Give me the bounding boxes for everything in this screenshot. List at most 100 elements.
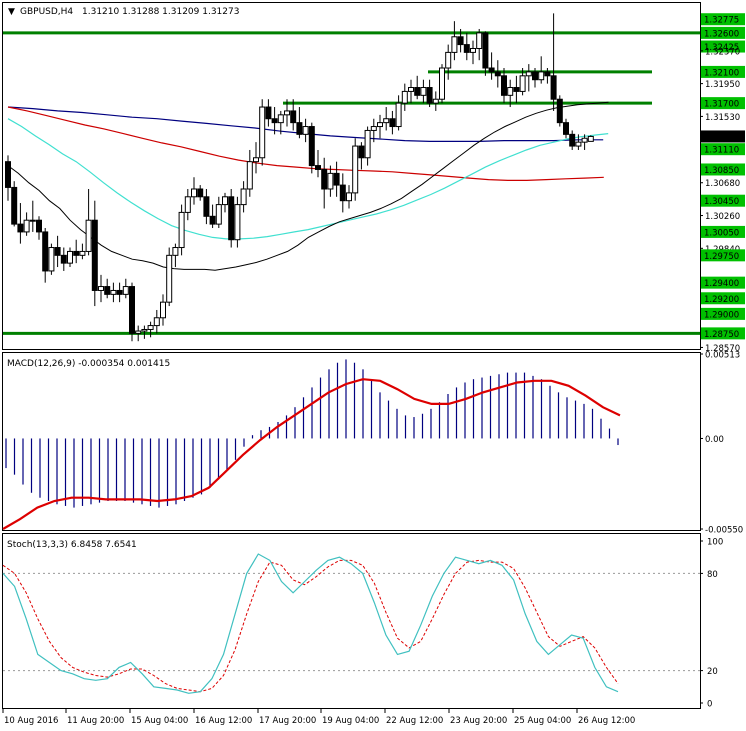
current-price-tag [701, 130, 745, 143]
candle-body [439, 67, 445, 100]
candle-body [445, 51, 452, 69]
level-price-tag [701, 163, 745, 176]
candle-body [228, 196, 235, 241]
candle-body [482, 32, 489, 69]
candle-body [104, 286, 111, 295]
candle-body [315, 165, 321, 170]
stoch-tick-label: 20 [707, 667, 718, 677]
time-axis: 10 Aug 2016 11 Aug 20:00 15 Aug 04:00 16 Au… [2, 709, 635, 726]
stoch-signal-line [2, 559, 619, 693]
macd-label: MACD(12,26,9) -0.000354 0.001415 [7, 359, 170, 369]
price-tick-label: 1.31530 [705, 113, 740, 123]
candle-body [184, 196, 191, 213]
macd-tick-label: -0.00550 [705, 526, 743, 536]
stoch-tick-label: 80 [707, 570, 718, 580]
time-tick-label: 25 Aug 04:00 [514, 716, 571, 726]
candle-body [253, 157, 259, 163]
candle-body [563, 122, 569, 135]
candle-body [414, 87, 421, 96]
symbol-timeframe-label: GBPUSD,H4 [20, 7, 73, 17]
candle-body [364, 129, 371, 159]
level-price-label: 1.30450 [704, 197, 739, 207]
level-price-label: 1.28750 [704, 330, 739, 340]
candle-body [29, 219, 36, 222]
level-price-tag [701, 327, 745, 340]
candle-body [48, 247, 55, 272]
candle-body [135, 330, 142, 334]
level-price-tag [701, 143, 745, 156]
candle-body [172, 247, 179, 256]
level-price-tag [701, 13, 745, 26]
candle-body [98, 286, 104, 291]
candle-body [532, 71, 538, 81]
time-tick-label: 15 Aug 04:00 [131, 716, 188, 726]
level-price-tag [701, 276, 745, 289]
candle-body [215, 204, 222, 225]
ohlc-readout: 1.31210 1.31288 1.31209 1.31273 [82, 7, 239, 17]
level-price-tag [701, 292, 745, 305]
macd-signal-line [2, 378, 621, 530]
candle-body [308, 126, 315, 167]
candle-body [116, 289, 123, 295]
level-price-tag [701, 307, 745, 320]
level-price-tag [701, 194, 745, 207]
candle-body [470, 47, 476, 53]
candle-body [153, 317, 160, 327]
price-panel-frame [2, 2, 701, 350]
candle-body [110, 289, 117, 295]
time-tick-label: 16 Aug 12:00 [195, 716, 252, 726]
level-price-label: 1.30850 [704, 166, 739, 176]
candle-body [432, 98, 439, 104]
candle-body [91, 219, 98, 291]
candle-body [36, 219, 42, 233]
price-tick-label: 1.32370 [705, 47, 740, 57]
macd-tick-label: 0.00513 [705, 351, 740, 361]
candle-body [395, 102, 402, 128]
candle-body [507, 87, 514, 96]
stoch-main-line [2, 553, 619, 694]
stoch-tick-label: 0 [707, 700, 712, 710]
level-price-tag [701, 40, 745, 53]
candle-body [209, 215, 216, 225]
time-tick-label: 19 Aug 04:00 [322, 716, 379, 726]
candle-body [370, 126, 377, 131]
candle-body [42, 231, 49, 272]
candle-body [166, 254, 173, 303]
candle-body [352, 145, 359, 194]
ma-mid-turquoise-line [7, 118, 609, 240]
candle-body [160, 301, 166, 319]
candle-body [203, 196, 210, 217]
level-price-label: 1.29400 [704, 279, 739, 289]
candle-body [377, 122, 383, 128]
candle-body [550, 75, 557, 100]
price-plot [3, 13, 700, 342]
candle-body [339, 184, 346, 202]
candle-body [197, 188, 204, 198]
candle-body [327, 172, 334, 190]
candle-body [67, 250, 73, 264]
price-tick-label: 1.28570 [705, 344, 740, 354]
level-price-label: 1.29750 [704, 252, 739, 262]
candle-body [538, 71, 545, 81]
candle-body [358, 145, 365, 159]
candle-body [494, 71, 501, 77]
time-tick-label: 11 Aug 20:00 [67, 716, 124, 726]
macd-panel-frame [2, 352, 701, 531]
candle-body [451, 36, 458, 53]
candle-body [383, 118, 390, 124]
candle-body [581, 137, 588, 143]
level-price-label: 1.31700 [704, 100, 739, 110]
candle-body [575, 141, 582, 147]
candle-body [544, 71, 551, 77]
candle-body [302, 126, 309, 135]
level-price-tag [701, 26, 745, 39]
symbol-dropdown-icon[interactable]: ▼ [8, 7, 15, 17]
candle-body [222, 196, 228, 206]
candle-body [420, 87, 427, 96]
time-tick-label: 10 Aug 2016 [4, 716, 58, 726]
candle-body [73, 250, 80, 256]
candle-body [141, 328, 148, 332]
current-price-label: 1.31273 [704, 133, 739, 143]
level-price-label: 1.32425 [704, 43, 739, 53]
